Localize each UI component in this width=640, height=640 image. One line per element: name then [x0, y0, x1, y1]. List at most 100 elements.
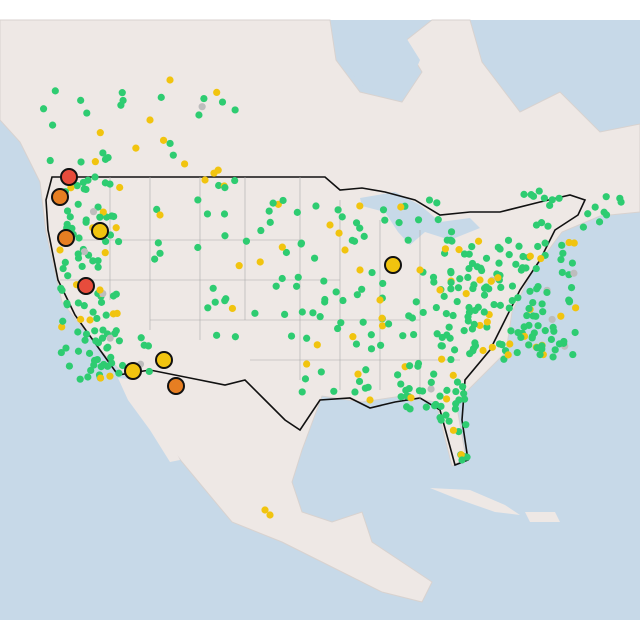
- marker: [228, 304, 237, 313]
- marker: [330, 387, 338, 395]
- marker: [85, 349, 94, 357]
- marker: [482, 254, 491, 262]
- marker: [80, 248, 89, 256]
- marker: [115, 337, 123, 345]
- marker: [200, 94, 208, 103]
- marker: [91, 158, 99, 166]
- marker: [79, 178, 87, 187]
- marker: [279, 196, 287, 205]
- marker: [384, 320, 393, 328]
- marker: [362, 366, 370, 374]
- marker: [292, 282, 301, 290]
- marker: [326, 221, 334, 229]
- highlight-marker: [124, 362, 142, 380]
- marker: [261, 506, 269, 514]
- marker: [450, 346, 459, 354]
- marker: [457, 451, 465, 459]
- marker: [487, 277, 495, 285]
- marker: [528, 334, 536, 342]
- marker: [579, 223, 588, 231]
- marker: [278, 274, 286, 283]
- marker: [203, 210, 212, 218]
- marker: [519, 252, 527, 261]
- marker: [526, 252, 534, 260]
- marker: [451, 405, 460, 413]
- marker: [106, 180, 114, 188]
- marker: [460, 390, 468, 398]
- marker: [478, 266, 486, 275]
- marker: [532, 264, 540, 273]
- marker: [483, 318, 491, 326]
- marker: [94, 203, 102, 211]
- hudson-bay: [335, 28, 420, 95]
- highlight-marker: [60, 168, 78, 186]
- marker: [462, 421, 470, 429]
- marker: [591, 203, 599, 211]
- marker: [293, 208, 301, 216]
- marker: [119, 96, 127, 105]
- marker: [201, 176, 209, 184]
- marker: [565, 296, 573, 304]
- marker: [112, 224, 120, 232]
- marker: [144, 342, 153, 350]
- marker: [449, 426, 458, 434]
- marker: [569, 350, 577, 359]
- marker: [600, 208, 608, 216]
- marker: [80, 185, 88, 193]
- marker: [56, 246, 64, 254]
- marker: [107, 353, 115, 361]
- marker: [397, 203, 405, 211]
- marker: [422, 403, 430, 411]
- marker: [356, 224, 364, 232]
- marker: [251, 309, 259, 317]
- marker: [529, 312, 537, 320]
- marker: [438, 355, 446, 363]
- marker: [471, 306, 479, 315]
- marker: [494, 243, 502, 251]
- marker: [504, 351, 512, 359]
- marker: [436, 286, 444, 294]
- marker: [567, 284, 576, 292]
- marker: [76, 375, 84, 383]
- marker: [536, 351, 544, 359]
- marker: [157, 93, 165, 101]
- marker: [166, 139, 174, 148]
- marker: [66, 213, 74, 221]
- marker: [58, 286, 66, 294]
- marker: [210, 169, 218, 177]
- marker: [539, 308, 547, 316]
- marker: [464, 313, 472, 321]
- marker: [181, 160, 189, 168]
- marker: [65, 362, 74, 370]
- marker: [470, 320, 478, 328]
- marker: [584, 210, 592, 218]
- marker: [544, 222, 552, 230]
- marker: [547, 335, 556, 344]
- marker: [555, 340, 564, 348]
- marker: [145, 367, 153, 376]
- marker: [480, 308, 488, 316]
- marker: [407, 394, 415, 402]
- marker: [508, 282, 517, 290]
- marker: [352, 340, 361, 348]
- marker: [321, 295, 329, 304]
- marker: [438, 342, 446, 350]
- marker: [118, 361, 127, 370]
- marker: [231, 333, 239, 341]
- marker: [443, 386, 451, 394]
- marker: [63, 299, 71, 307]
- marker: [312, 202, 320, 210]
- marker: [278, 243, 286, 251]
- marker: [520, 190, 528, 198]
- marker: [77, 158, 85, 166]
- marker: [350, 237, 359, 245]
- marker: [101, 249, 109, 257]
- marker: [504, 236, 513, 244]
- marker: [525, 304, 533, 313]
- marker: [447, 228, 456, 236]
- marker: [338, 213, 346, 221]
- marker: [468, 242, 476, 251]
- marker: [515, 242, 523, 250]
- marker: [78, 262, 86, 271]
- marker: [476, 276, 484, 284]
